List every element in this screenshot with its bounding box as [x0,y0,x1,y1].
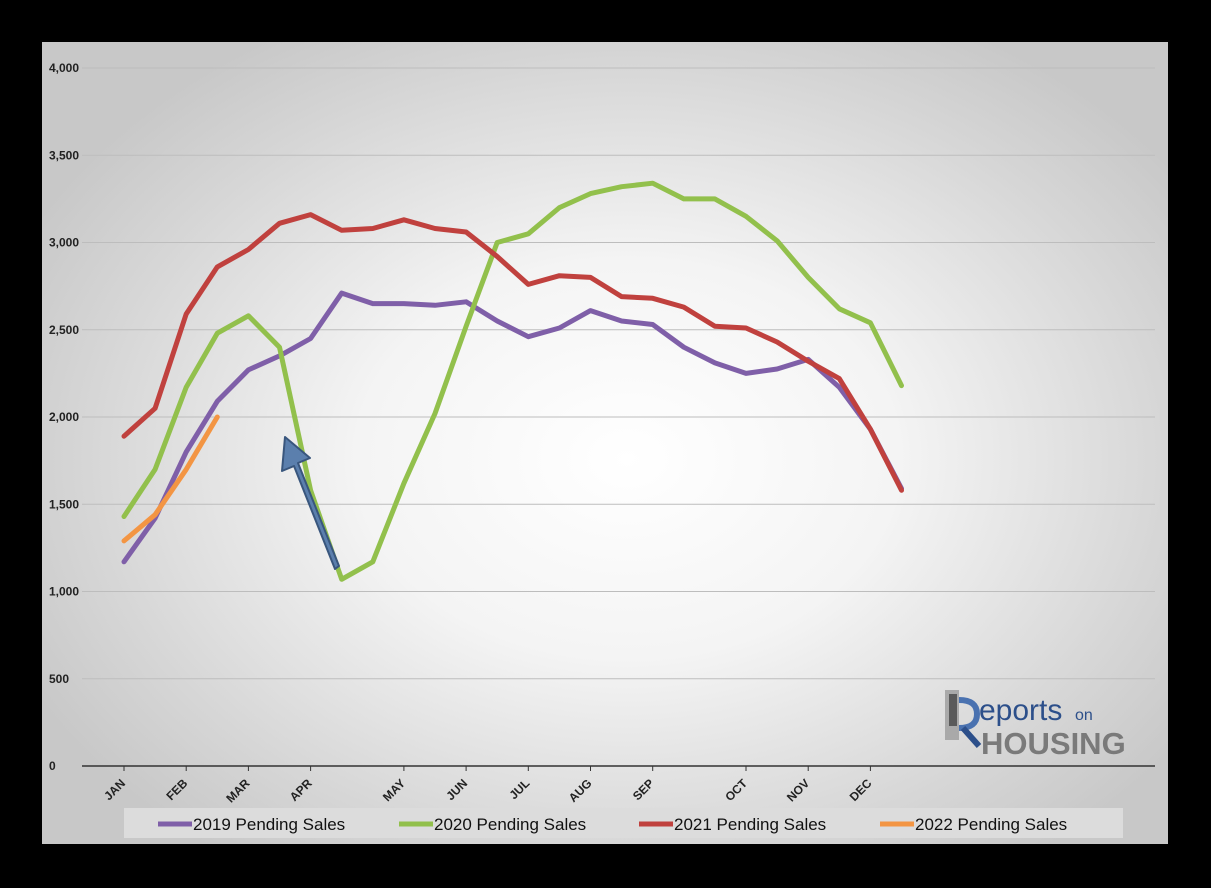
x-tick-label: OCT [722,776,750,804]
y-tick-label: 2,500 [49,323,79,337]
y-tick-label: 500 [49,672,69,686]
series-line-2022 [121,414,220,544]
logo-text-housing: HOUSING [981,726,1126,761]
arrow-icon [281,436,340,570]
y-tick-label: 1,500 [49,497,79,511]
x-tick-label: APR [287,776,315,804]
x-tick-label: SEP [630,776,657,803]
x-tick-label: JUL [506,776,532,802]
legend-label: 2019 Pending Sales [193,815,345,834]
reports-on-housing-logo: eports on HOUSING [945,690,1126,761]
x-tick-label: DEC [847,776,875,804]
series-line-2019 [121,290,904,565]
logo-text-reports: eports [979,694,1062,727]
legend-label: 2022 Pending Sales [915,815,1067,834]
y-tick-label: 2,000 [49,410,79,424]
y-tick-label: 0 [49,759,56,773]
y-axis-ticks: 0 500 1,000 1,500 2,000 2,500 3,000 3,500 4,000 [49,61,79,773]
legend-label: 2020 Pending Sales [434,815,586,834]
series-line-2021 [121,212,904,493]
series-line-2020 [121,180,904,582]
x-tick-label: JAN [101,776,128,803]
line-chart: 05001,0001,5002,0002,5003,0003,5004,000 … [49,61,1155,838]
legend-label: 2021 Pending Sales [674,815,826,834]
y-tick-label: 4,000 [49,61,79,75]
x-tick-label: JUN [443,776,470,803]
x-tick-label: MAR [223,776,252,805]
y-tick-label: 1,000 [49,585,79,599]
chart-area: 0 500 1,000 1,500 2,000 2,500 3,000 3,500 4,000 … [42,42,1168,844]
x-tick-label: MAY [380,776,408,804]
x-tick-label: AUG [566,776,595,805]
logo-text-on: on [1075,707,1093,724]
y-tick-label: 3,000 [49,236,79,250]
x-tick-label: NOV [784,776,812,804]
y-tick-label: 3,500 [49,148,79,162]
up-arrow-annotation [281,436,340,570]
series-lines [121,180,904,582]
x-axis-ticks: JAN FEB MAR APR MAY JUN JUL AUG SEP OCT NOV DEC [101,766,875,805]
legend: 2019 Pending Sales 2020 Pending Sales 2021… [124,808,1123,838]
x-tick-label: FEB [163,776,190,803]
